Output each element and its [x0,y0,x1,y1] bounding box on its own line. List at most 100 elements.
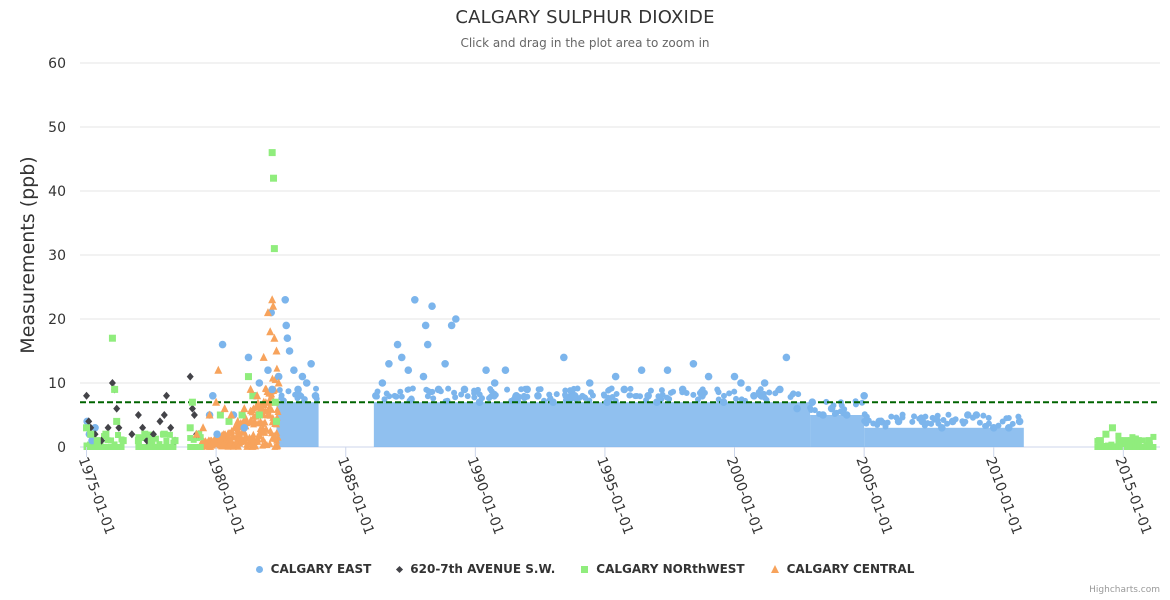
dense-band-dot [301,396,308,403]
y-axis-title: Measurements (ppb) [17,156,39,353]
dense-northwest-marker [1094,444,1101,450]
point-calgary-northwest [141,430,149,438]
point-calgary-east [268,385,276,394]
point-calgary-northwest [270,245,278,253]
point-calgary-east [213,430,221,439]
dense-band-dot [386,393,393,400]
dense-central-marker [249,430,257,438]
y-tick-label: 0 [57,440,66,456]
dense-northwest-marker [104,437,111,444]
point-620-7th-avenue [108,379,116,387]
x-tick-label: 1995-01-01 [593,455,636,537]
dense-central-marker [251,442,259,450]
point-calgary-east [918,417,927,426]
point-calgary-northwest [255,411,263,419]
point-calgary-east [989,424,998,432]
dense-band-dot [471,394,478,401]
dense-northwest-marker [108,437,115,444]
dense-band-dot [861,411,868,418]
legend-item-620-7th-avenue[interactable]: 620-7th AVENUE S.W. [396,562,555,576]
dense-central-marker [225,441,233,449]
dense-band-dot [831,410,838,417]
dense-northwest-marker [1101,444,1108,450]
dense-northwest-marker [1097,444,1104,450]
dense-band-dot [600,391,607,398]
point-calgary-northwest [1134,437,1142,445]
dense-band-dot [442,398,449,405]
point-calgary-central [246,384,255,393]
point-calgary-central [259,352,268,361]
dense-central-marker [246,434,254,442]
dense-band-dot [758,393,765,400]
point-calgary-central [205,410,214,419]
dense-northwest-marker [190,436,197,443]
dense-northwest-marker [145,431,152,438]
dense-northwest-marker [1111,444,1118,450]
point-calgary-northwest [1122,437,1130,445]
legend-item-calgary-northwest[interactable]: CALGARY NORthWEST [581,562,745,576]
point-calgary-east [760,379,769,387]
dense-northwest-marker [1136,444,1143,450]
dense-band-dot [731,388,738,395]
point-calgary-east [411,296,419,304]
dense-northwest-marker [152,435,159,442]
data-points [83,149,1153,445]
dense-northwest-marker [108,444,115,450]
dense-northwest-marker [1118,444,1125,450]
dense-band-dot [574,385,581,392]
triangle-marker-icon [770,565,779,573]
dense-central-marker [228,432,236,440]
dense-band-block [373,402,811,447]
credits-link[interactable]: Highcharts.com [1089,585,1160,595]
dense-northwest-marker [166,444,173,450]
dense-northwest-marker [1108,444,1115,450]
dense-central-marker [255,432,263,440]
point-620-7th-avenue [186,372,194,381]
point-calgary-east [827,404,836,413]
x-tick-label: 1980-01-01 [204,455,247,537]
point-620-7th-avenue [149,430,157,439]
legend-item-calgary-central[interactable]: CALGARY CENTRAL [770,562,914,576]
dense-band-dot [1005,414,1012,421]
circle-marker-icon [255,565,263,573]
dense-northwest-marker [170,444,177,450]
point-calgary-east [441,360,449,368]
dense-band-dot [999,418,1006,425]
dense-northwest-marker [187,444,194,450]
dense-central-marker [257,402,265,410]
dense-northwest-marker [163,438,170,445]
legend-item-calgary-east[interactable]: CALGARY EAST [255,562,371,576]
point-calgary-central [272,346,281,355]
point-calgary-central [270,333,279,342]
dense-band-block [810,415,865,447]
dense-band-dot [613,390,620,397]
point-calgary-east [523,385,531,394]
point-calgary-east [698,392,706,400]
point-620-7th-avenue [128,430,136,439]
dense-central-marker [265,402,273,410]
dense-band-dot [408,396,415,403]
dense-band-dot [637,393,644,400]
point-calgary-east [689,360,698,368]
point-calgary-east [282,321,291,330]
dense-band-dot [940,416,947,423]
dense-northwest-marker [118,444,125,450]
y-tick-label: 10 [48,376,66,392]
point-calgary-east [585,379,594,387]
dense-northwest-marker [149,444,156,450]
dense-band-dot [726,390,733,397]
dense-band-dot [882,423,889,430]
point-620-7th-avenue [188,404,196,413]
dense-band-dot [980,412,987,419]
dense-band-dot [658,387,665,394]
dense-band-dot [808,407,815,414]
dense-band-dot [521,395,528,402]
dense-central-marker [208,438,216,446]
point-calgary-east [264,366,272,375]
point-calgary-east [737,379,745,387]
point-calgary-central [263,308,272,317]
point-calgary-east [611,372,620,381]
dense-northwest-marker [187,435,194,442]
point-calgary-east [244,353,253,362]
